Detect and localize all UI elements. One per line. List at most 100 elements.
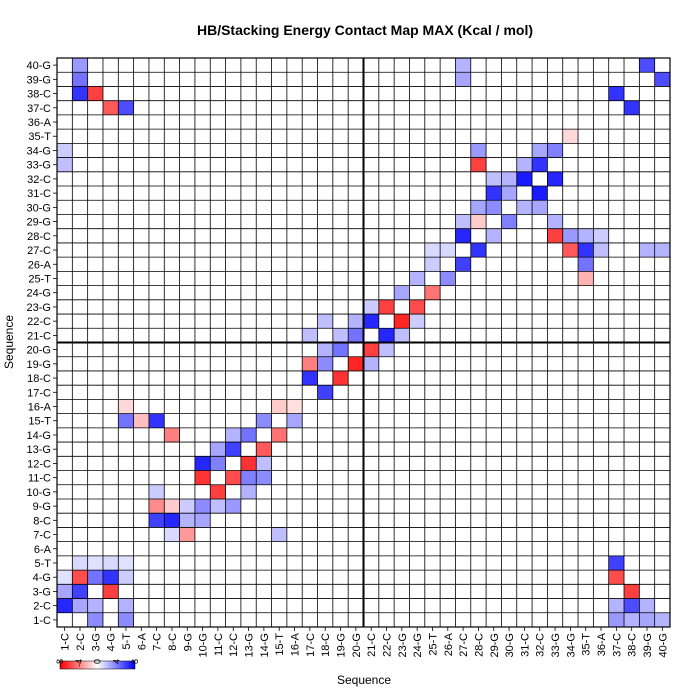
heatmap-cell	[409, 271, 425, 286]
heatmap-cell	[654, 612, 670, 627]
y-tick-label: 20-G	[27, 345, 51, 357]
heatmap-cell	[194, 470, 211, 485]
heatmap-cell	[57, 157, 73, 172]
heatmap-cell	[118, 555, 134, 571]
heatmap-cell	[256, 456, 272, 471]
heatmap-cell	[102, 570, 119, 585]
heatmap-cell	[470, 200, 487, 215]
x-tick-label: 27-C	[458, 633, 470, 657]
heatmap-cell	[286, 399, 303, 414]
heatmap-cell	[608, 86, 625, 101]
heatmap-cell	[378, 342, 395, 357]
colorbar: -8 -4 0 4 8	[55, 659, 140, 670]
heatmap-cell	[363, 299, 379, 315]
y-axis-label: Sequence	[2, 315, 16, 369]
heatmap-cell	[409, 314, 425, 329]
heatmap-cell	[317, 342, 333, 357]
heatmap-cell	[639, 612, 655, 627]
heatmap-cell	[348, 328, 364, 343]
heatmap-cell	[486, 186, 502, 201]
heatmap-cell	[102, 584, 119, 599]
heatmap-cell	[72, 555, 88, 571]
heatmap-cell	[118, 612, 134, 627]
y-tick-label: 35-T	[28, 131, 51, 143]
heatmap-cell	[72, 86, 88, 101]
heatmap-cell	[332, 328, 349, 343]
heatmap-cell	[57, 570, 73, 585]
heatmap-cell	[210, 498, 226, 514]
x-tick-label: 14-G	[259, 633, 271, 657]
heatmap-cell	[271, 427, 287, 443]
heatmap-cell	[332, 370, 349, 386]
y-tick-label: 7-C	[33, 530, 51, 542]
heatmap-cell	[624, 584, 640, 599]
x-tick-label: 2-C	[75, 633, 87, 651]
y-tick-label: 8-C	[33, 515, 51, 527]
x-tick-label: 25-T	[427, 633, 439, 656]
colorbar-bar	[59, 660, 136, 670]
y-tick-label: 36-A	[28, 117, 52, 129]
heatmap-cell	[72, 598, 88, 613]
y-tick-label: 33-G	[27, 160, 51, 172]
heatmap-cell	[164, 527, 180, 542]
heatmap-cell	[547, 214, 563, 229]
heatmap-cell	[562, 129, 579, 144]
heatmap-cell	[87, 612, 103, 627]
heatmap-cell	[486, 200, 502, 215]
x-tick-label: 13-G	[244, 633, 256, 657]
heatmap-cell	[148, 484, 165, 499]
heatmap-cell	[378, 328, 395, 343]
y-tick-label: 30-G	[27, 202, 51, 214]
heatmap-cell	[302, 356, 318, 371]
heatmap-cell	[532, 200, 548, 215]
heatmap-cell	[486, 171, 502, 187]
heatmap-cell	[179, 498, 195, 514]
heatmap-cell	[302, 370, 318, 386]
x-tick-label: 8-C	[167, 633, 179, 651]
heatmap-cell	[378, 299, 395, 315]
heatmap-cell	[302, 328, 318, 343]
heatmap-cell	[470, 143, 487, 158]
heatmap-cell	[455, 72, 471, 87]
heatmap-cell	[516, 157, 533, 172]
heatmap-cell	[486, 228, 502, 243]
heatmap-cell	[654, 242, 670, 258]
x-tick-label: 37-C	[611, 633, 623, 657]
x-tick-label: 3-G	[90, 633, 102, 651]
heatmap-cell	[240, 456, 257, 471]
heatmap-cell	[225, 470, 241, 485]
y-tick-label: 12-C	[27, 458, 51, 470]
heatmap-cell	[72, 584, 88, 599]
heatmap-cell	[118, 598, 134, 613]
heatmap-cell	[240, 470, 257, 485]
y-tick-label: 18-C	[27, 373, 51, 385]
heatmap-cell	[332, 342, 349, 357]
y-tick-label: 6-A	[34, 544, 52, 556]
y-tick-label: 40-G	[27, 60, 51, 72]
heatmap-cell	[624, 100, 640, 115]
x-tick-label: 12-C	[228, 633, 240, 657]
x-tick-label: 11-C	[213, 633, 225, 656]
y-tick-label: 9-G	[33, 501, 51, 513]
y-tick-label: 39-G	[27, 74, 51, 86]
x-tick-label: 5-T	[121, 633, 133, 650]
y-tick-label: 24-G	[27, 288, 51, 300]
heatmap-cell	[348, 356, 364, 371]
heatmap-cell	[271, 527, 287, 542]
heatmap-cell	[256, 442, 272, 457]
heatmap-cell	[179, 527, 195, 542]
heatmap-cell	[639, 242, 655, 258]
heatmap-cell	[501, 171, 517, 187]
y-tick-label: 10-G	[27, 487, 51, 499]
x-tick-label: 19-G	[336, 633, 348, 657]
heatmap-cell	[210, 442, 226, 457]
heatmap-grid	[56, 57, 671, 628]
x-tick-label: 6-A	[136, 632, 148, 650]
heatmap-cell	[148, 498, 165, 514]
heatmap-cell	[164, 513, 180, 528]
heatmap-cell	[593, 242, 609, 258]
heatmap-cell	[593, 228, 609, 243]
x-tick-label: 30-G	[504, 633, 516, 657]
x-tick-label: 15-T	[274, 633, 286, 656]
